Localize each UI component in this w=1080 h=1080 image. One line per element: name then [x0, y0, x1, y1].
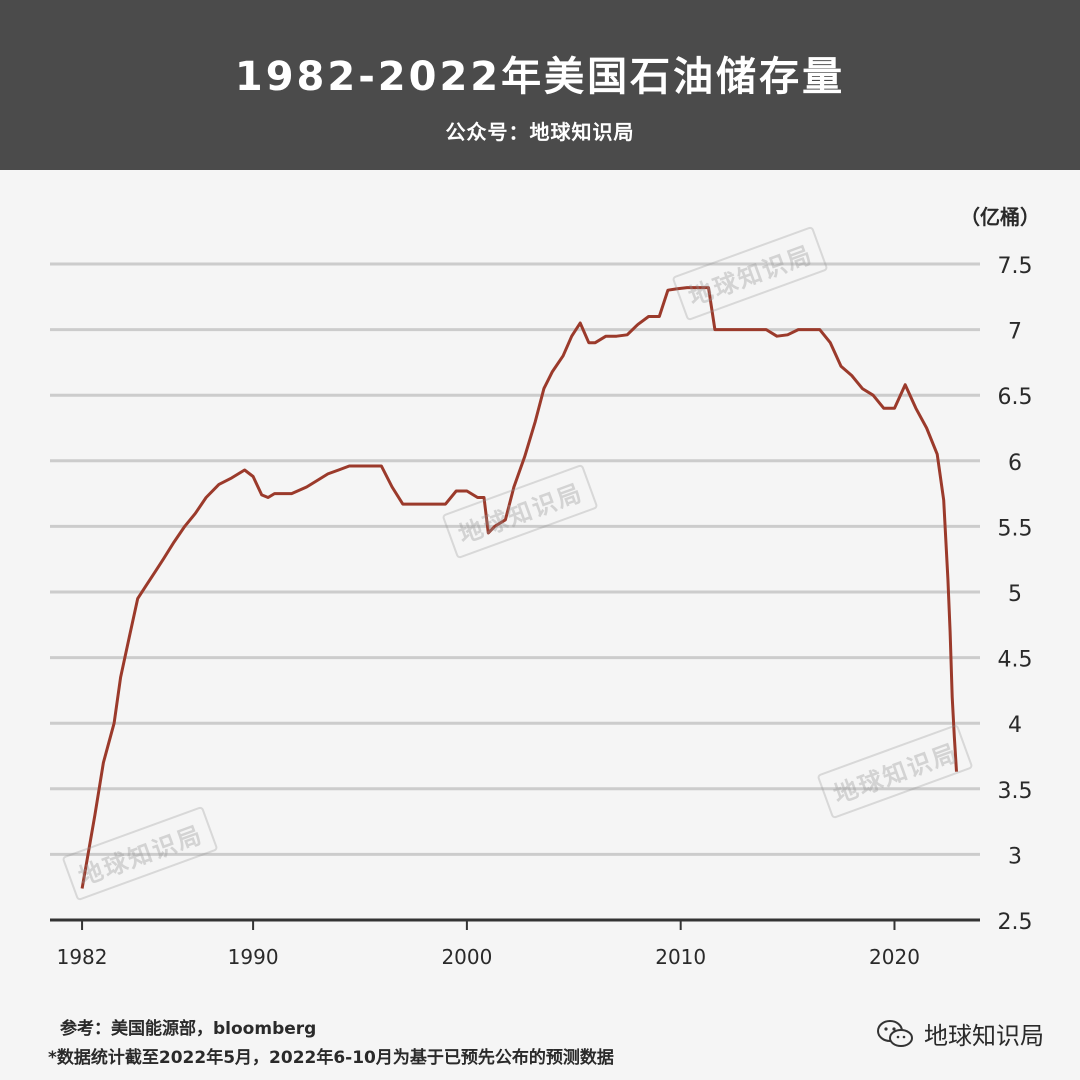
series-line: [80, 286, 958, 889]
brand: 地球知识局: [876, 1016, 1044, 1051]
y-tick-label: 4.5: [998, 648, 1033, 673]
y-tick-label: 5: [1008, 582, 1022, 607]
y-tick-label: 4: [1008, 713, 1022, 738]
y-axis-unit-label: （亿桶）: [960, 205, 1040, 229]
x-tick-label: 2000: [441, 945, 492, 969]
page-title: 1982-2022年美国石油储存量: [234, 54, 846, 100]
y-tick-label: 7: [1008, 320, 1022, 345]
x-tick-label: 1982: [57, 945, 108, 969]
header: 1982-2022年美国石油储存量 公众号：地球知识局: [0, 0, 1080, 170]
y-tick-label: 6: [1008, 451, 1022, 476]
y-tick-label: 2.5: [998, 910, 1033, 935]
y-tick-label: 5.5: [998, 516, 1033, 541]
wechat-icon: [877, 1019, 913, 1047]
x-tick-label: 2020: [869, 945, 920, 969]
y-tick-label: 3.5: [998, 779, 1033, 804]
y-tick-label: 3: [1008, 844, 1022, 869]
line-chart: 2.5 3 3.5 4 4.5 5 5.5 6 6.5 7 7.5 1982 1990 2000 2010 2…: [50, 254, 1033, 969]
data-footnote: *数据统计截至2022年5月，2022年6-10月为基于已预先公布的预测数据: [48, 1048, 614, 1068]
source-note: 参考：美国能源部，bloomberg: [60, 1019, 317, 1039]
page-subtitle: 公众号：地球知识局: [445, 120, 635, 144]
brand-name: 地球知识局: [924, 1022, 1044, 1050]
x-tick-label: 2010: [655, 945, 706, 969]
y-tick-label: 6.5: [998, 385, 1033, 410]
x-tick-label: 1990: [228, 945, 279, 969]
y-tick-label: 7.5: [998, 254, 1033, 279]
